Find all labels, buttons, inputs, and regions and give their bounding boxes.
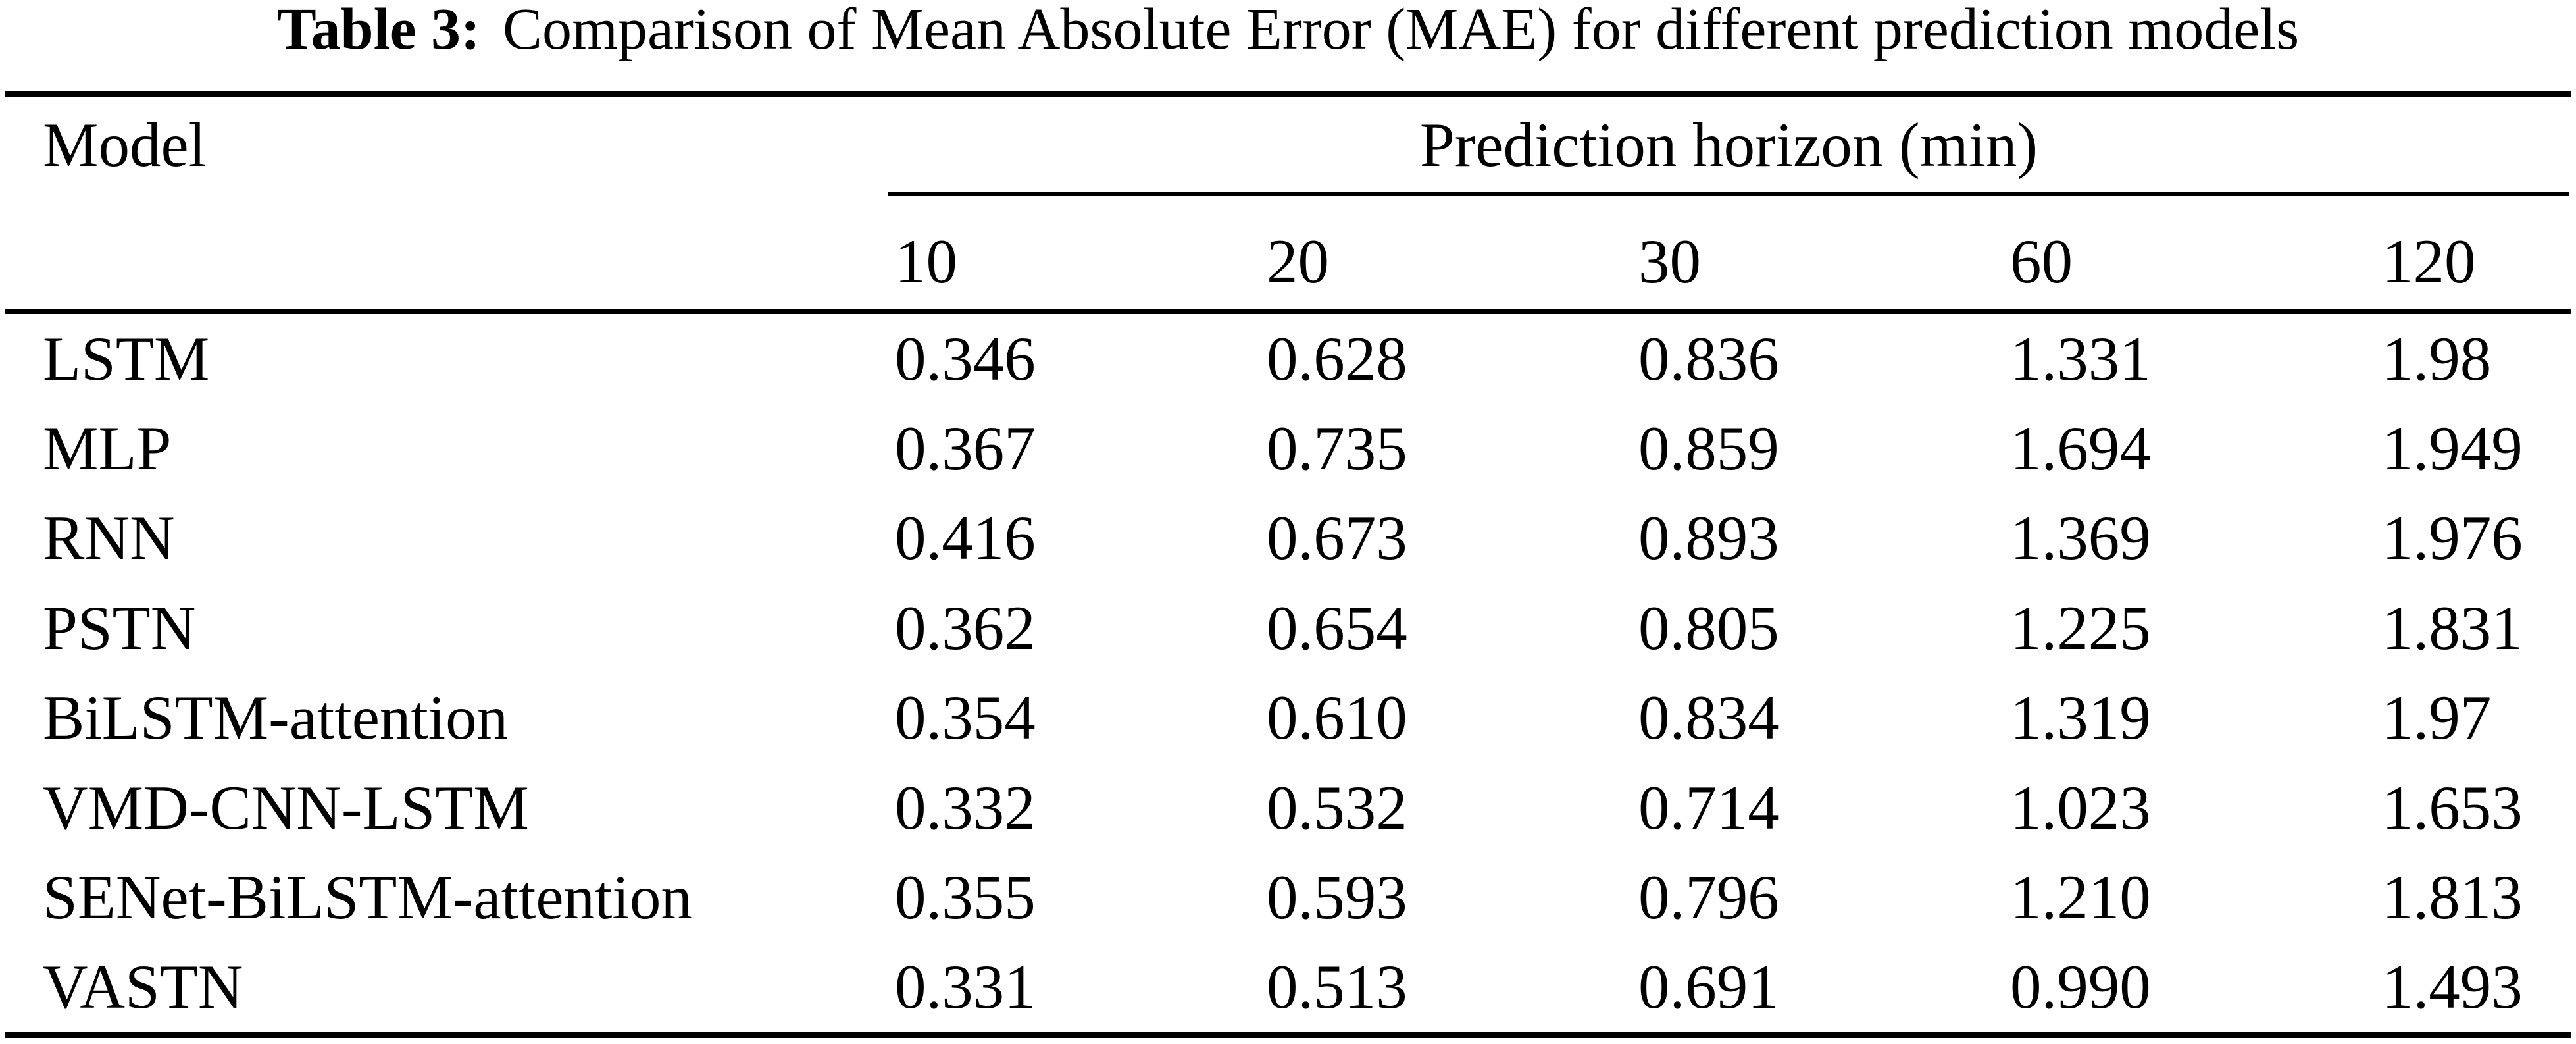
mae-value: 1.97: [2382, 683, 2492, 753]
mae-value: 0.654: [1267, 592, 1407, 663]
mae-value: 0.805: [1638, 592, 1779, 663]
mae-value: 1.331: [2010, 323, 2151, 394]
prediction-horizon-header: Prediction horizon (min): [1419, 110, 2038, 180]
model-name: VMD-CNN-LSTM: [43, 772, 529, 843]
horizon-col-header: 10: [895, 226, 957, 296]
mae-value: 1.694: [2010, 413, 2151, 484]
mae-value: 0.332: [895, 772, 1036, 843]
mae-value: 1.210: [2010, 862, 2151, 932]
bottom-rule: [5, 1032, 2571, 1038]
top-rule: [5, 91, 2571, 97]
mae-value: 0.628: [1267, 323, 1407, 394]
model-name: MLP: [43, 413, 172, 484]
mae-value: 1.976: [2382, 503, 2523, 573]
mae-value: 0.714: [1638, 772, 1779, 843]
model-name: SENet-BiLSTM-attention: [43, 862, 692, 932]
header-bottom-rule: [5, 309, 2571, 314]
mae-value: 0.532: [1267, 772, 1407, 843]
mae-value: 0.859: [1638, 413, 1779, 484]
table-body: LSTM 0.346 0.628 0.836 1.331 1.98 MLP 0.367 0.73…: [0, 314, 2576, 1032]
mae-value: 0.346: [895, 323, 1036, 394]
horizon-col-header: 120: [2382, 226, 2476, 296]
table-row: VMD-CNN-LSTM 0.332 0.532 0.714 1.023 1.653: [0, 763, 2576, 852]
model-name: PSTN: [43, 592, 196, 663]
horizon-subheader-row: 10 20 30 60 120: [0, 230, 2576, 293]
mae-value: 1.98: [2382, 323, 2492, 394]
table-row: BiLSTM-attention 0.354 0.610 0.834 1.319 1.97: [0, 673, 2576, 763]
mae-value: 1.319: [2010, 683, 2151, 753]
horizon-row-spacer: [0, 230, 895, 293]
mae-value: 0.735: [1267, 413, 1407, 484]
table-row: LSTM 0.346 0.628 0.836 1.331 1.98: [0, 314, 2576, 404]
model-column-header: Model: [43, 110, 207, 180]
model-name: RNN: [43, 503, 175, 573]
mae-value: 0.893: [1638, 503, 1779, 573]
mae-value: 0.691: [1638, 952, 1779, 1022]
table-title: Table 3: Comparison of Mean Absolute Erro…: [0, 0, 2576, 59]
horizon-col-header: 20: [1267, 226, 1329, 296]
table-row: RNN 0.416 0.673 0.893 1.369 1.976: [0, 494, 2576, 583]
table-row: MLP 0.367 0.735 0.859 1.694 1.949: [0, 404, 2576, 493]
mae-value: 1.831: [2382, 592, 2523, 663]
mae-value: 1.653: [2382, 772, 2523, 843]
mae-value: 1.369: [2010, 503, 2151, 573]
table-row: VASTN 0.331 0.513 0.691 0.990 1.493: [0, 943, 2576, 1032]
table-number-label: Table 3:: [276, 0, 481, 62]
mae-value: 0.796: [1638, 862, 1779, 932]
mae-value: 0.367: [895, 413, 1036, 484]
mae-value: 1.813: [2382, 862, 2523, 932]
model-name: BiLSTM-attention: [43, 683, 509, 753]
horizon-col-header: 60: [2010, 226, 2073, 296]
model-name: VASTN: [43, 952, 243, 1022]
horizon-col-header: 30: [1638, 226, 1701, 296]
mae-value: 0.362: [895, 592, 1036, 663]
mae-value: 0.610: [1267, 683, 1407, 753]
table-caption: Comparison of Mean Absolute Error (MAE) …: [503, 0, 2300, 62]
mae-value: 0.513: [1267, 952, 1407, 1022]
model-name: LSTM: [43, 323, 210, 394]
mae-value: 0.836: [1638, 323, 1779, 394]
mae-value: 0.355: [895, 862, 1036, 932]
prediction-horizon-underline-rule: [888, 192, 2569, 196]
table-row: PSTN 0.362 0.654 0.805 1.225 1.831: [0, 583, 2576, 673]
mae-value: 1.949: [2382, 413, 2523, 484]
mae-value: 1.023: [2010, 772, 2151, 843]
mae-value: 0.416: [895, 503, 1036, 573]
mae-value: 0.331: [895, 952, 1036, 1022]
mae-value: 1.493: [2382, 952, 2523, 1022]
mae-value: 0.990: [2010, 952, 2151, 1022]
table-row: SENet-BiLSTM-attention 0.355 0.593 0.796 1.2…: [0, 852, 2576, 942]
mae-value: 1.225: [2010, 592, 2151, 663]
mae-value: 0.834: [1638, 683, 1779, 753]
mae-value: 0.593: [1267, 862, 1407, 932]
mae-value: 0.354: [895, 683, 1036, 753]
mae-value: 0.673: [1267, 503, 1407, 573]
